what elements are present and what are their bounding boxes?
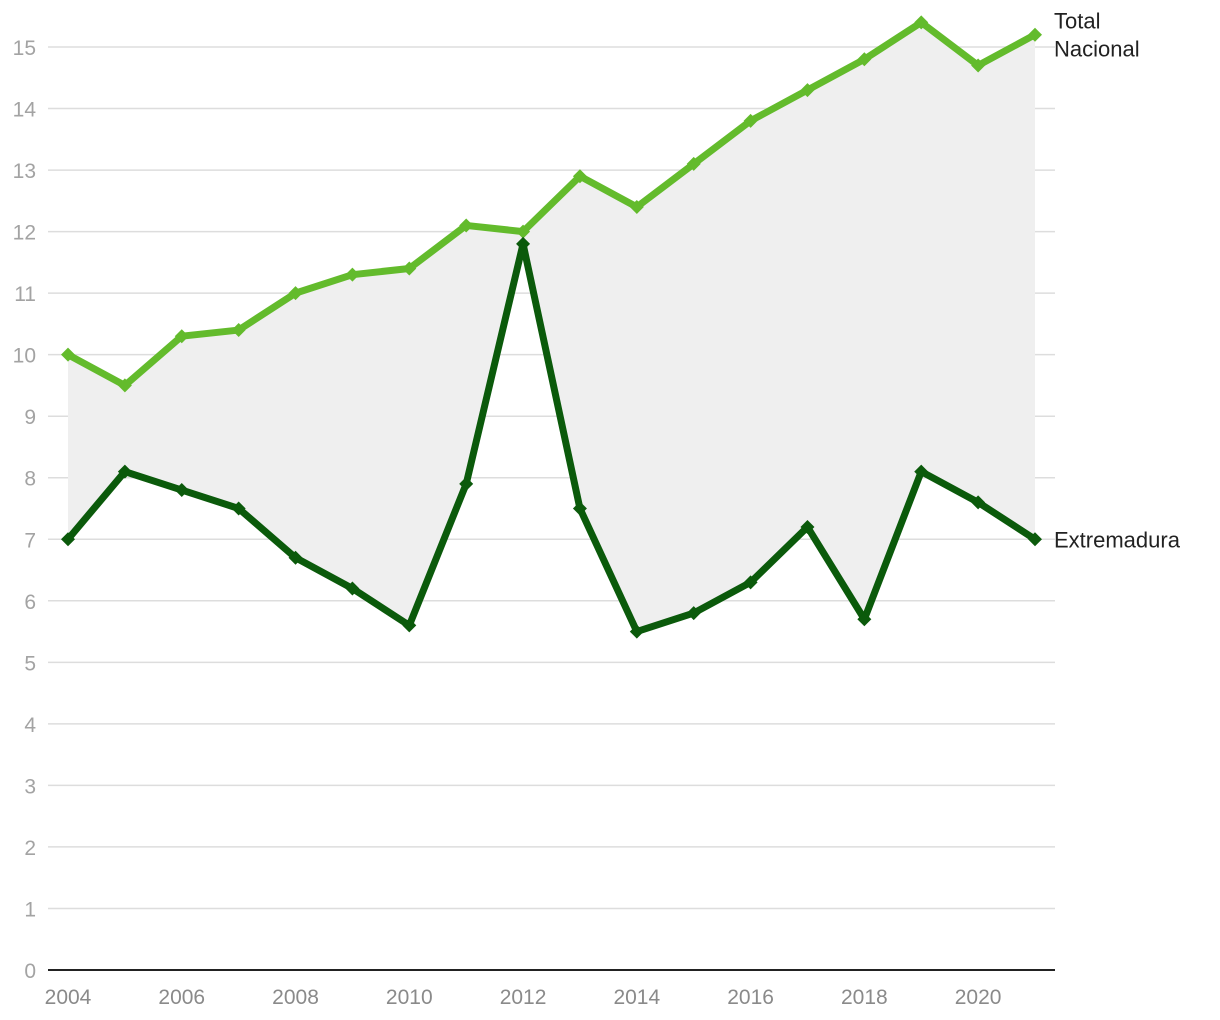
data-point-total-nacional-2020 (971, 58, 986, 73)
shaded-area (68, 22, 1035, 632)
x-tick-labels: 2004 2006 2008 2010 2012 2014 2016 2018 2020 (45, 986, 1002, 1009)
y-tick-label-9: 9 (24, 406, 36, 429)
data-point-total-nacional-2009 (345, 267, 360, 282)
data-point-total-nacional-2014 (629, 199, 644, 214)
x-tick-label-2006: 2006 (158, 986, 205, 1009)
y-tick-label-12: 12 (13, 222, 36, 245)
series-label-extremadura: Extremadura (1054, 527, 1181, 552)
y-tick-label-8: 8 (24, 468, 36, 491)
x-tick-label-2004: 2004 (45, 986, 92, 1009)
data-point-total-nacional-2018 (857, 52, 872, 67)
data-point-extremadura-2019 (914, 464, 929, 479)
data-point-extremadura-2020 (971, 495, 986, 510)
data-point-total-nacional-2008 (288, 286, 303, 301)
data-point-extremadura-2011 (459, 476, 474, 491)
data-point-total-nacional-2012 (516, 224, 531, 239)
x-tick-label-2010: 2010 (386, 986, 433, 1009)
x-tick-label-2018: 2018 (841, 986, 888, 1009)
data-point-total-nacional-2005 (117, 378, 132, 393)
data-point-total-nacional-2013 (572, 169, 587, 184)
y-tick-label-1: 1 (24, 898, 36, 921)
x-tick-label-2016: 2016 (727, 986, 774, 1009)
y-tick-label-3: 3 (24, 775, 36, 798)
x-tick-label-2014: 2014 (613, 986, 660, 1009)
data-point-extremadura-2012 (516, 236, 531, 251)
data-point-extremadura-2004 (61, 532, 75, 547)
data-point-extremadura-2015 (686, 606, 701, 621)
data-point-total-nacional-2010 (402, 261, 417, 276)
y-tick-label-7: 7 (24, 529, 36, 552)
data-point-extremadura-2009 (345, 581, 360, 596)
data-point-total-nacional-2021 (1028, 27, 1042, 42)
series-line-total-nacional (64, 18, 1039, 389)
data-point-extremadura-2017 (800, 519, 815, 534)
y-tick-label-14: 14 (13, 99, 37, 122)
data-point-extremadura-2010 (402, 618, 417, 633)
y-tick-label-15: 15 (13, 37, 36, 60)
series-extremadura (61, 236, 1042, 639)
data-point-total-nacional-2006 (174, 329, 189, 344)
y-tick-label-4: 4 (24, 714, 36, 737)
y-tick-label-6: 6 (24, 591, 36, 614)
y-tick-label-2: 2 (24, 837, 36, 860)
x-tick-label-2020: 2020 (955, 986, 1002, 1009)
data-point-extremadura-2018 (857, 612, 872, 627)
y-tick-label-10: 10 (13, 345, 36, 368)
y-tick-label-5: 5 (24, 652, 36, 675)
data-point-extremadura-2005 (117, 464, 132, 479)
y-tick-label-0: 0 (24, 960, 36, 983)
data-point-extremadura-2013 (572, 501, 587, 516)
series-label-total-nacional: Nacional (1054, 37, 1140, 62)
data-point-total-nacional-2017 (800, 83, 815, 98)
data-point-total-nacional-2004 (61, 347, 75, 362)
data-point-extremadura-2008 (288, 550, 303, 565)
data-point-extremadura-2021 (1028, 532, 1042, 547)
series-line-extremadura (64, 240, 1039, 636)
data-point-extremadura-2007 (231, 501, 246, 516)
data-point-total-nacional-2011 (459, 218, 474, 233)
data-point-extremadura-2016 (743, 575, 758, 590)
data-point-total-nacional-2007 (231, 323, 246, 338)
series-lines (61, 15, 1042, 639)
data-point-total-nacional-2015 (686, 156, 701, 171)
area-between-series (68, 22, 1035, 632)
data-point-total-nacional-2019 (914, 15, 929, 30)
data-point-extremadura-2014 (629, 624, 644, 639)
y-tick-label-13: 13 (13, 160, 36, 183)
series-label-total-nacional: Total (1054, 9, 1100, 34)
series-total-nacional (61, 15, 1042, 393)
x-tick-label-2008: 2008 (272, 986, 319, 1009)
x-tick-label-2012: 2012 (500, 986, 547, 1009)
y-tick-label-11: 11 (14, 283, 36, 306)
series-labels: Total Nacional Extremadura (1054, 9, 1181, 553)
data-point-extremadura-2006 (174, 483, 189, 498)
data-point-total-nacional-2016 (743, 113, 758, 128)
